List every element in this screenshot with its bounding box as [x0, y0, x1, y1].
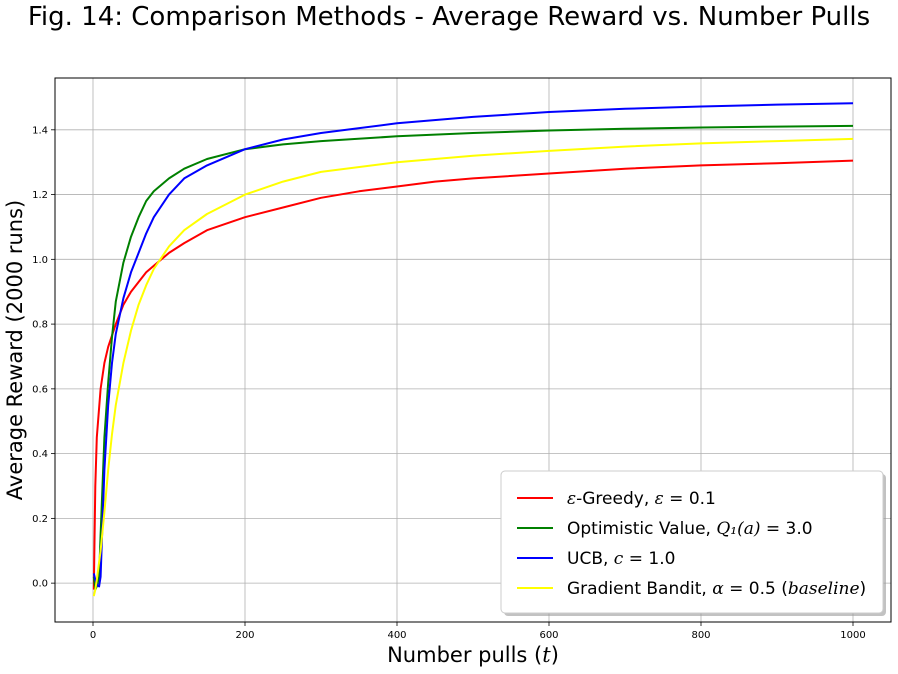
legend-symbol: ε [567, 489, 576, 509]
legend-variable: Q₁(a) [716, 519, 760, 539]
x-tick-label: 1000 [840, 630, 865, 641]
legend-label: Optimistic Value, [567, 519, 716, 539]
grid [55, 78, 891, 622]
series-lines [92, 102, 854, 597]
plot-frame [54, 77, 892, 623]
legend-entry-2: Optimistic Value, Q₁(a) = 3.0 [567, 519, 813, 539]
legend-entry-4: Gradient Bandit, α = 0.5 (baseline) [567, 579, 866, 599]
series-line-1 [92, 159, 854, 590]
legend-variable: ε [655, 489, 664, 509]
series-line-2 [92, 124, 854, 591]
x-tick-label: 200 [235, 630, 254, 641]
legend-value: = 0.5 ( [724, 579, 788, 599]
x-tick-label: 400 [387, 630, 406, 641]
legend-note: baseline [788, 579, 860, 599]
legend-label: UCB, [567, 549, 614, 569]
y-tick-label: 0.4 [32, 449, 48, 460]
y-tick-label: 0.8 [32, 320, 48, 331]
x-tick-label: 600 [539, 630, 558, 641]
legend-close: ) [860, 579, 867, 599]
legend-entry-1: ε-Greedy, ε = 0.1 [567, 489, 716, 509]
legend-label: -Greedy, [576, 489, 655, 509]
x-axis-label-end: ) [551, 643, 559, 667]
x-axis: 0 200 400 600 800 1000 [90, 622, 866, 641]
y-tick-label: 0.2 [32, 514, 48, 525]
x-axis-label: Number pulls (t) [387, 643, 559, 667]
legend-variable: α [712, 579, 724, 599]
chart-title: Fig. 14: Comparison Methods - Average Re… [27, 2, 871, 32]
y-axis: 0.0 0.2 0.4 0.6 0.8 1.0 1.2 1.4 [32, 125, 55, 590]
legend-box [500, 470, 884, 614]
legend-value: = 3.0 [761, 519, 813, 539]
series-line-4 [92, 137, 854, 597]
legend-label: Gradient Bandit, [567, 579, 712, 599]
y-tick-label: 1.0 [32, 255, 48, 266]
x-axis-label-var: t [542, 643, 551, 667]
legend-value: = 1.0 [623, 549, 675, 569]
y-tick-label: 0.6 [32, 384, 48, 395]
x-tick-label: 0 [90, 630, 96, 641]
legend-value: = 0.1 [664, 489, 716, 509]
legend: ε-Greedy, ε = 0.1 Optimistic Value, Q₁(a)… [500, 470, 886, 616]
legend-entry-3: UCB, c = 1.0 [567, 549, 675, 569]
y-tick-label: 1.4 [32, 125, 48, 136]
y-tick-label: 0.0 [32, 579, 48, 590]
x-axis-label-main: Number pulls ( [387, 643, 542, 667]
legend-variable: c [614, 549, 624, 569]
y-tick-label: 1.2 [32, 190, 48, 201]
y-axis-label: Average Reward (2000 runs) [3, 200, 27, 501]
x-tick-label: 800 [691, 630, 710, 641]
